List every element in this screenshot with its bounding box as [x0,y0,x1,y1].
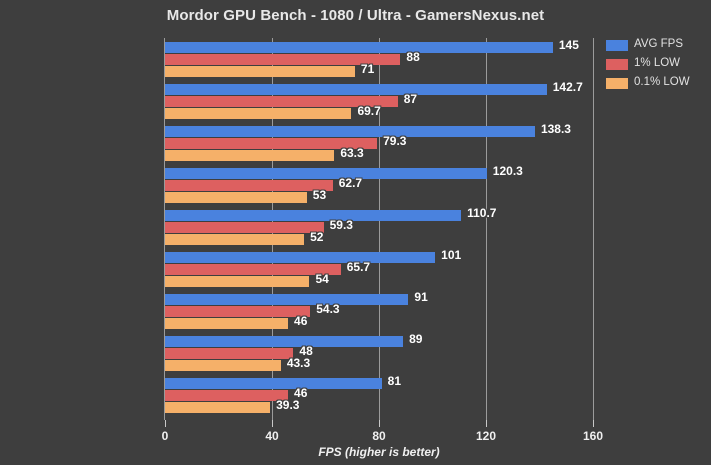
chart-category-group: GTX 1070 FE 1683MHz120.362.753 [165,164,593,206]
bar-avg [165,168,487,179]
bar-value-label: 87 [403,92,418,106]
bar-value-label: 110.7 [467,206,497,220]
bar-low1 [165,180,333,191]
chart-legend: AVG FPS 1% LOW 0.1% LOW [606,38,711,95]
chart-title: Mordor GPU Bench - 1080 / Ultra - Gamers… [166,7,545,24]
bar-avg [165,252,436,263]
bar-value-label: 69.7 [357,104,381,118]
bar-low1 [165,138,378,149]
legend-label: AVG FPS [634,38,683,50]
bar-value-label: 81 [387,374,402,388]
chart-category-group: MSI GTX 1080 X 1847MHz1458871 [165,38,593,80]
x-axis-tick [379,420,380,427]
bar-value-label: 46 [294,314,308,328]
legend-swatch [606,59,628,70]
bar-low01 [165,360,281,371]
bar-avg [165,336,404,347]
bar-value-label: 59.3 [329,218,353,232]
bar-low1 [165,306,311,317]
x-axis-tick [486,420,487,427]
chart-category-group: EVGA 970 SSC 1342MHz814639.3 [165,374,593,416]
bar-value-label: 43.3 [286,356,311,370]
legend-item[interactable]: 0.1% LOW [606,76,711,93]
grid-line [486,38,487,420]
bar-value-label: 52 [310,230,324,244]
bar-value-label: 142.7 [552,80,583,94]
x-axis-tick-label: 0 [161,429,169,443]
x-axis-tick [165,420,166,427]
bar-value-label: 79.3 [383,134,407,148]
bar-low01 [165,234,305,245]
bar-low01 [165,66,355,77]
bar-low01 [165,276,310,287]
bar-avg [165,378,382,389]
x-axis-tick-label: 40 [265,429,279,443]
bar-avg [165,126,535,137]
bar-avg [165,210,462,221]
bar-avg [165,84,547,95]
bar-value-label: 88 [406,50,420,64]
chart-category-group: R9 Fury X 1050MHz10165.754 [165,248,593,290]
chart-category-group: SLI GTX 1070 1683MHz138.379.363.3 [165,122,593,164]
x-axis-tick [272,420,273,427]
bar-avg [165,294,409,305]
legend-item[interactable]: 1% LOW [606,57,711,74]
bar-value-label: 63.3 [340,146,364,160]
bar-value-label: 91 [414,290,428,304]
bar-value-label: 120.3 [492,164,523,178]
legend-swatch [606,78,628,89]
x-axis-tick-label: 80 [372,429,386,443]
bar-value-label: 48 [299,344,313,358]
bar-value-label: 101 [441,248,462,262]
chart-category-group: GTX 980 Ref 1216MHz894843.3 [165,332,593,374]
bar-value-label: 54.3 [316,302,340,316]
x-axis-tick-label: 120 [475,429,497,443]
bar-low01 [165,150,335,161]
legend-label: 0.1% LOW [634,76,690,88]
chart-category-group: MSI R9 390X 1100MHz9154.346 [165,290,593,332]
x-axis-tick [593,420,594,427]
bar-low1 [165,264,341,275]
bar-value-label: 71 [360,62,375,76]
legend-swatch [606,40,628,51]
bar-value-label: 65.7 [346,260,371,274]
grid-line [379,38,380,420]
bar-low01 [165,108,352,119]
plot-area: MSI GTX 1080 X 1847MHz1458871GTX 1080 FE… [165,38,594,420]
bar-low1 [165,222,324,233]
bar-value-label: 89 [409,332,423,346]
bar-avg [165,42,553,53]
bar-value-label: 39.3 [276,398,300,412]
y-axis-line [164,38,165,420]
bar-low1 [165,348,294,359]
bar-low01 [165,318,289,329]
grid-line [593,38,594,420]
bar-value-label: 62.7 [338,176,363,190]
bar-value-label: 138.3 [540,122,571,136]
bar-low1 [165,390,289,401]
bar-value-label: 53 [312,188,327,202]
bar-low1 [165,54,401,65]
x-axis-title: FPS (higher is better) [318,445,440,459]
bar-low1 [165,96,398,107]
legend-item[interactable]: AVG FPS [606,38,711,55]
chart-category-group: GTX 980 Ti Ref 1075MHz110.759.352 [165,206,593,248]
bar-value-label: 54 [315,272,329,286]
x-axis-tick-label: 160 [582,429,604,443]
legend-label: 1% LOW [634,57,681,69]
bar-value-label: 46 [294,386,308,400]
bar-value-label: 145 [558,38,579,52]
bar-low01 [165,192,307,203]
bar-low01 [165,402,271,413]
